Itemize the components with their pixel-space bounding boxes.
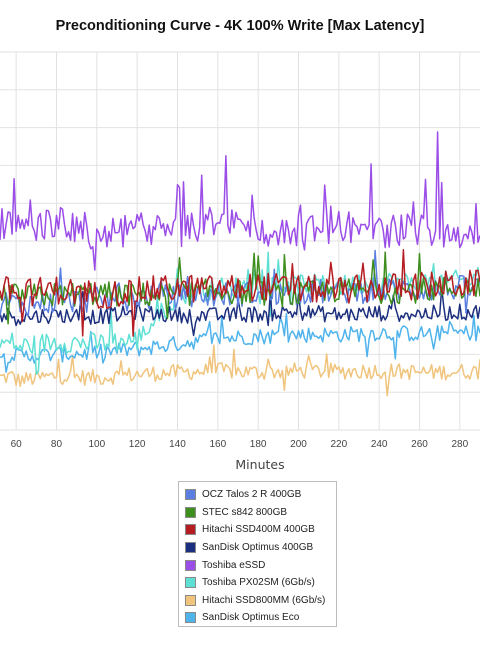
legend-label: OCZ Talos 2 R 400GB <box>202 489 302 501</box>
series-line-toshiba-essd <box>0 131 480 271</box>
x-tick-label: 280 <box>451 439 468 450</box>
x-tick-label: 120 <box>129 439 146 450</box>
legend-swatch <box>185 506 196 518</box>
legend-item: SanDisk Optimus 400GB <box>185 539 336 557</box>
legend-item: Hitachi SSD400M 400GB <box>185 521 336 539</box>
series-line-hitachi-ssd400m-400gb <box>0 249 480 337</box>
legend-label: Toshiba PX02SM (6Gb/s) <box>202 577 315 589</box>
legend-swatch <box>185 612 196 624</box>
legend-label: Hitachi SSD800MM (6Gb/s) <box>202 594 326 606</box>
legend-swatch <box>185 559 196 571</box>
legend-item: Toshiba eSSD <box>185 556 336 574</box>
x-tick-labels: 60 80 100 120 140 160 180 200 220 240 260 280 <box>11 439 469 450</box>
x-tick-label: 220 <box>330 439 347 450</box>
legend-swatch <box>185 542 196 554</box>
legend: OCZ Talos 2 R 400GB STEC s842 800GB Hitach… <box>178 481 337 627</box>
legend-item: STEC s842 800GB <box>185 504 336 522</box>
legend-swatch <box>185 489 196 501</box>
chart-canvas: 60 80 100 120 140 160 180 200 220 240 260 280 Minut… <box>0 51 480 472</box>
legend-swatch <box>185 524 196 536</box>
legend-item: SanDisk Optimus Eco <box>185 609 336 627</box>
legend-label: Hitachi SSD400M 400GB <box>202 524 315 536</box>
x-axis-label: Minutes <box>235 457 284 472</box>
x-tick-label: 200 <box>290 439 307 450</box>
legend-item: Hitachi SSD800MM (6Gb/s) <box>185 592 336 610</box>
legend-label: Toshiba eSSD <box>202 559 266 571</box>
series-line-hitachi-ssd800mm-6gb-s <box>0 344 480 397</box>
chart-title: Preconditioning Curve - 4K 100% Write [M… <box>55 18 425 34</box>
legend-item: Toshiba PX02SM (6Gb/s) <box>185 574 336 592</box>
x-tick-label: 160 <box>209 439 226 450</box>
x-tick-label: 260 <box>411 439 428 450</box>
x-tick-label: 100 <box>88 439 105 450</box>
x-tick-label: 240 <box>371 439 388 450</box>
x-tick-label: 180 <box>250 439 267 450</box>
legend-swatch <box>185 594 196 606</box>
x-tick-label: 80 <box>51 439 63 450</box>
y-gridlines <box>0 51 480 431</box>
x-tick-label: 140 <box>169 439 186 450</box>
legend-swatch <box>185 577 196 589</box>
legend-label: STEC s842 800GB <box>202 506 288 518</box>
legend-label: SanDisk Optimus 400GB <box>202 542 314 554</box>
legend-item: OCZ Talos 2 R 400GB <box>185 486 336 504</box>
x-tick-label: 60 <box>11 439 23 450</box>
series-line-sandisk-optimus-eco <box>0 312 480 373</box>
legend-label: SanDisk Optimus Eco <box>202 612 300 624</box>
series-lines <box>0 131 480 397</box>
series-line-sandisk-optimus-400gb <box>0 287 480 337</box>
